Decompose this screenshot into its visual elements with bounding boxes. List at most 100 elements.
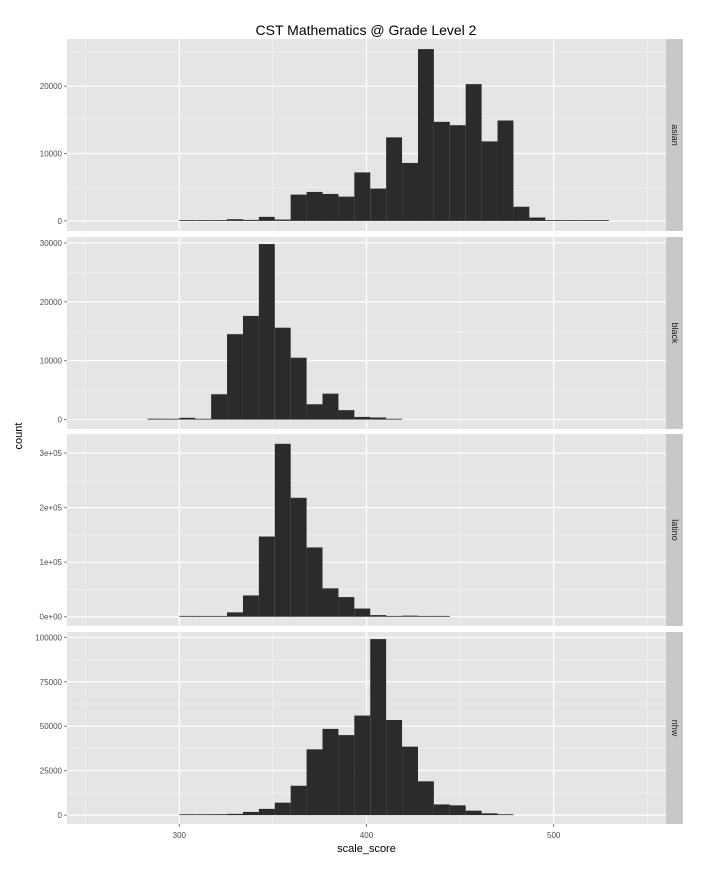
histogram-bar-asian xyxy=(497,120,514,221)
y-tick-label: 2e+05 xyxy=(40,504,63,513)
x-axis-title: scale_score xyxy=(337,843,396,855)
histogram-bar-asian xyxy=(592,220,609,221)
histogram-bar-latino xyxy=(402,615,418,617)
y-tick-label: 10000 xyxy=(40,357,63,366)
histogram-bar-asian xyxy=(577,220,593,221)
histogram-bar-asian xyxy=(227,219,243,221)
histogram-bar-black xyxy=(354,416,371,420)
facet-label-latino: latino xyxy=(670,519,680,541)
histogram-bar-black xyxy=(211,394,228,420)
histogram-bar-black xyxy=(227,334,243,420)
histogram-bar-black xyxy=(274,327,291,420)
y-tick-label: 3e+05 xyxy=(40,449,63,458)
y-tick-label: 50000 xyxy=(40,722,63,731)
facet-strip-asian xyxy=(666,39,683,231)
histogram-bar-nhw xyxy=(242,811,259,816)
histogram-bar-nhw xyxy=(306,749,323,816)
histogram-bar-black xyxy=(195,418,212,420)
histogram-bar-latino xyxy=(370,615,387,617)
histogram-bar-asian xyxy=(338,196,355,221)
histogram-bar-black xyxy=(290,357,307,420)
histogram-bar-nhw xyxy=(290,785,307,816)
histogram-bar-black xyxy=(386,418,403,420)
histogram-bar-nhw xyxy=(338,735,355,816)
histogram-bar-nhw xyxy=(402,746,418,816)
y-tick-label: 0 xyxy=(58,416,63,425)
histogram-bar-black xyxy=(163,418,180,420)
x-tick-label: 500 xyxy=(547,831,561,840)
histogram-bar-nhw xyxy=(433,804,450,816)
histogram-bar-black xyxy=(147,418,164,420)
histogram-bar-asian xyxy=(449,125,466,221)
histogram-bar-asian xyxy=(354,172,371,221)
histogram-bar-black xyxy=(370,417,387,420)
facet-label-black: black xyxy=(670,322,680,344)
facet-label-nhw: nhw xyxy=(670,720,680,737)
histogram-bar-nhw xyxy=(227,813,243,816)
y-tick-label: 25000 xyxy=(40,767,63,776)
histogram-bar-asian xyxy=(529,217,546,221)
y-tick-label: 0 xyxy=(58,811,63,820)
y-tick-label: 10000 xyxy=(40,150,63,159)
facet-strip-latino xyxy=(666,434,683,626)
histogram-bar-latino xyxy=(386,615,403,617)
histogram-bar-nhw xyxy=(370,639,387,816)
histogram-bar-black xyxy=(338,410,355,420)
histogram-bar-latino xyxy=(290,497,307,617)
histogram-bar-latino xyxy=(274,443,291,617)
histogram-bar-latino xyxy=(227,612,243,617)
histogram-bar-asian xyxy=(370,188,387,221)
histogram-bar-asian xyxy=(274,219,291,221)
facet-strip-black xyxy=(666,237,683,429)
y-tick-label: 0e+00 xyxy=(40,613,63,622)
x-tick-label: 400 xyxy=(360,831,374,840)
histogram-bar-nhw xyxy=(465,810,482,816)
histogram-bar-nhw xyxy=(258,808,275,816)
y-tick-label: 20000 xyxy=(40,298,63,307)
y-tick-label: 20000 xyxy=(40,82,63,91)
histogram-bar-asian xyxy=(386,137,403,221)
histogram-bar-nhw xyxy=(211,814,228,816)
histogram-bar-nhw xyxy=(481,813,498,816)
histogram-bar-latino xyxy=(433,615,450,617)
histogram-bar-latino xyxy=(338,597,355,617)
histogram-bar-black xyxy=(322,393,339,420)
y-tick-label: 0 xyxy=(58,217,63,226)
histogram-bar-black xyxy=(306,404,323,420)
histogram-bar-nhw xyxy=(386,720,403,816)
histogram-bar-latino xyxy=(322,588,339,617)
histogram-bar-latino xyxy=(179,615,196,617)
histogram-bar-asian xyxy=(306,191,323,221)
histogram-bar-asian xyxy=(242,219,259,221)
histogram-bar-asian xyxy=(417,49,434,221)
histogram-bar-asian xyxy=(179,220,196,221)
histogram-bar-nhw xyxy=(322,728,339,816)
y-tick-label: 30000 xyxy=(40,239,63,248)
histogram-bar-asian xyxy=(433,121,450,221)
histogram-bar-nhw xyxy=(195,814,212,816)
histogram-bar-nhw xyxy=(449,805,466,816)
histogram-bar-asian xyxy=(561,220,578,221)
histogram-bar-black xyxy=(179,417,196,420)
y-tick-label: 100000 xyxy=(35,633,62,642)
histogram-bar-latino xyxy=(242,595,259,617)
x-tick-label: 300 xyxy=(173,831,187,840)
histogram-bar-asian xyxy=(195,220,212,221)
histogram-bar-nhw xyxy=(354,715,371,816)
histogram-bar-asian xyxy=(513,206,530,221)
y-axis-title: count xyxy=(13,423,25,450)
y-tick-label: 75000 xyxy=(40,678,63,687)
histogram-bar-asian xyxy=(402,162,418,221)
facet-label-asian: asian xyxy=(670,124,680,146)
histogram-bar-black xyxy=(242,315,259,420)
histogram-bar-latino xyxy=(258,536,275,617)
y-tick-label: 1e+05 xyxy=(40,558,63,567)
histogram-bar-nhw xyxy=(274,802,291,816)
chart-title: CST Mathematics @ Grade Level 2 xyxy=(256,22,477,38)
histogram-bar-asian xyxy=(481,141,498,221)
histogram-bar-asian xyxy=(465,84,482,221)
histogram-bar-black xyxy=(258,244,275,420)
histogram-bar-asian xyxy=(545,220,562,221)
